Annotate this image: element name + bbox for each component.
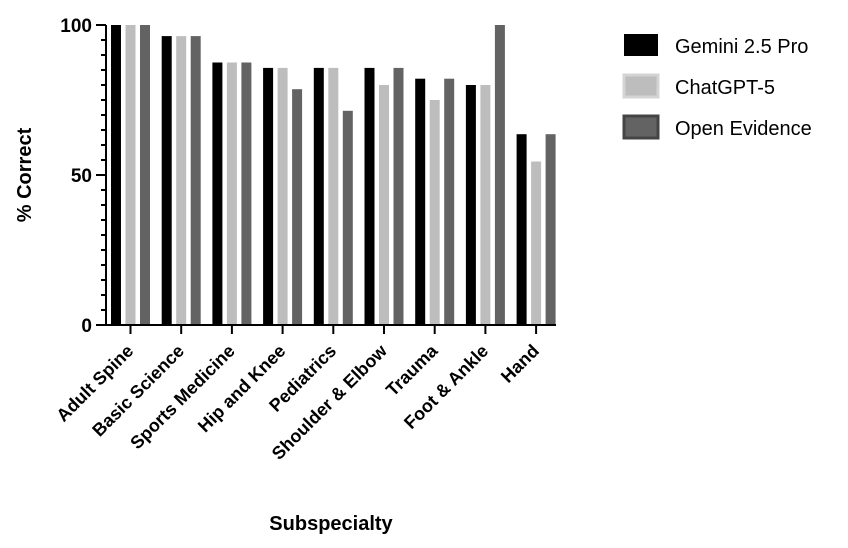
y-axis-title: % Correct — [14, 127, 36, 222]
y-tick-label: 100 — [60, 16, 92, 37]
legend-swatch — [624, 34, 658, 56]
bar-open-evidence-trauma — [444, 78, 455, 325]
bar-open-evidence-hand — [545, 134, 556, 325]
bar-open-evidence-pediatrics — [342, 110, 353, 325]
legend-label: Open Evidence — [675, 118, 812, 140]
bar-gemini-2-5-pro-adult-spine — [111, 25, 121, 325]
bar-gemini-2-5-pro-sports-medicine — [212, 62, 223, 325]
bar-gemini-2-5-pro-hand — [516, 134, 527, 325]
bar-open-evidence-shoulder-elbow — [393, 67, 404, 326]
legend-swatch — [622, 73, 660, 99]
bar-open-evidence-foot-ankle — [494, 25, 505, 325]
x-tick-label: Basic Science — [88, 341, 188, 441]
bar-chatgpt-5-hand — [531, 161, 542, 325]
y-axis: 0 50 100 — [60, 16, 107, 337]
bar-gemini-2-5-pro-foot-ankle — [465, 85, 476, 325]
x-axis-title: Subspecialty — [269, 513, 393, 535]
legend-swatch — [622, 114, 660, 140]
bar-chatgpt-5-sports-medicine — [226, 62, 237, 325]
legend: Gemini 2.5 Pro ChatGPT-5 Open Evidence — [622, 34, 812, 140]
bar-chatgpt-5-hip-and-knee — [277, 67, 288, 326]
bar-chatgpt-5-basic-science — [176, 36, 187, 325]
x-tick-label: Hip and Knee — [194, 341, 289, 436]
bar-chatgpt-5-adult-spine — [125, 25, 136, 325]
bar-gemini-2-5-pro-basic-science — [161, 36, 172, 325]
y-tick-label: 0 — [81, 316, 92, 337]
bar-open-evidence-adult-spine — [140, 25, 150, 325]
bar-chatgpt-5-pediatrics — [328, 67, 339, 326]
bar-chatgpt-5-trauma — [429, 100, 440, 325]
bar-gemini-2-5-pro-pediatrics — [313, 67, 324, 326]
bar-gemini-2-5-pro-trauma — [415, 78, 426, 325]
bar-chatgpt-5-shoulder-elbow — [379, 85, 389, 325]
x-tick-label: Hand — [497, 341, 543, 387]
legend-label: ChatGPT-5 — [675, 77, 775, 99]
y-tick-label: 50 — [71, 166, 92, 187]
bar-gemini-2-5-pro-hip-and-knee — [263, 67, 274, 326]
legend-label: Gemini 2.5 Pro — [675, 36, 808, 58]
bar-gemini-2-5-pro-shoulder-elbow — [364, 67, 375, 326]
bars-layer — [111, 25, 556, 326]
bar-chatgpt-5-foot-ankle — [480, 85, 491, 325]
bar-open-evidence-basic-science — [190, 36, 201, 325]
bar-open-evidence-hip-and-knee — [292, 89, 303, 325]
bar-open-evidence-sports-medicine — [241, 62, 252, 325]
